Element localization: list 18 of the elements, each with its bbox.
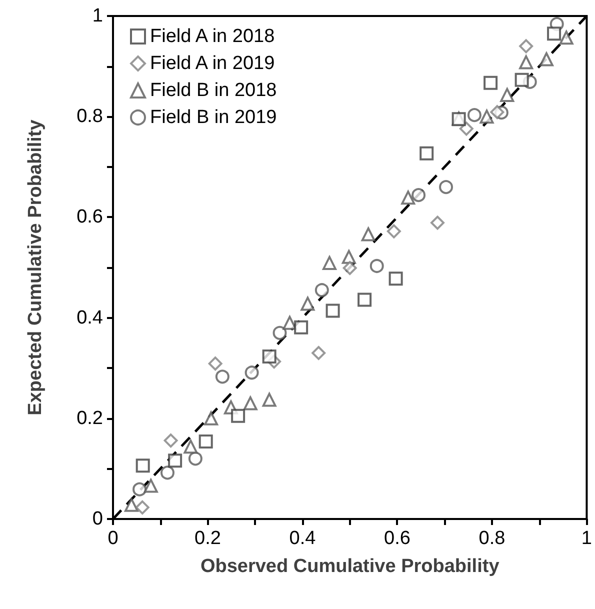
y-tick-label: 1 [92, 6, 103, 26]
legend-label: Field A in 2019 [150, 53, 275, 74]
y-axis-title: Expected Cumulative Probability [25, 119, 46, 416]
x-tick-label: 0.4 [289, 528, 316, 549]
x-tick-label: 1 [581, 528, 592, 549]
legend-label: Field A in 2018 [150, 26, 275, 47]
x-tick-label: 0 [108, 528, 118, 549]
y-tick-label: 0 [92, 508, 103, 530]
legend-label: Field B in 2019 [150, 107, 277, 128]
x-tick-label: 0.8 [478, 528, 506, 549]
y-tick-label: 0.8 [76, 106, 103, 128]
legend-label: Field B in 2018 [150, 80, 277, 101]
y-tick-label: 0.6 [76, 206, 103, 228]
x-tick-label: 0.6 [384, 528, 410, 549]
x-axis-title: Observed Cumulative Probability [200, 556, 500, 577]
x-tick-label: 0.2 [194, 528, 221, 549]
y-tick-label: 0.2 [76, 408, 103, 429]
y-tick-label: 0.4 [76, 307, 104, 328]
